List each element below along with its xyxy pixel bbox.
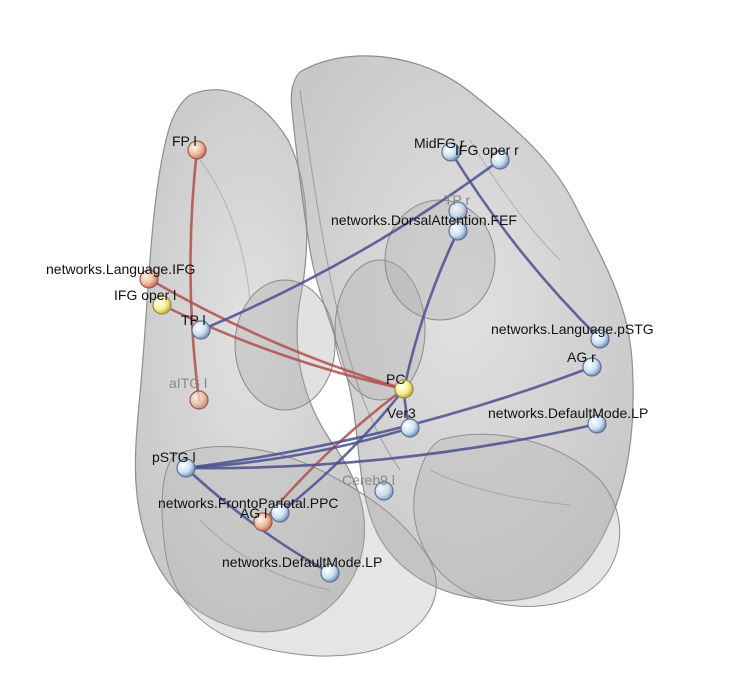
deep-structure-left — [234, 279, 336, 411]
node-sphere-dorsal_fef[interactable] — [448, 221, 468, 241]
node-label-ifg_oper_l: IFG oper l — [114, 287, 176, 303]
node-tp_r[interactable]: TP r — [444, 192, 471, 221]
node-label-ag_r: AG r — [567, 349, 596, 365]
node-fp_l[interactable]: FP l — [172, 133, 207, 160]
node-fp_ppc[interactable]: networks.FrontoParietal.PPC — [158, 495, 339, 523]
node-sphere-pc[interactable] — [394, 379, 414, 399]
node-label-tp_r: TP r — [444, 192, 471, 208]
node-dmn_lp_r[interactable]: networks.DefaultMode.LP — [488, 405, 648, 434]
connection-edge-lang_ifg-pc — [147, 277, 406, 391]
node-midfg_r[interactable]: MidFG r — [414, 135, 465, 162]
node-sphere-ifg_oper_r[interactable] — [490, 150, 510, 170]
sulcus-2 — [469, 139, 561, 261]
node-label-tp_l: TP l — [181, 312, 206, 328]
node-sphere-dmn_lp_r[interactable] — [587, 414, 607, 434]
node-sphere-ag_r[interactable] — [582, 357, 602, 377]
node-sphere-fp_ppc[interactable] — [270, 503, 290, 523]
node-lang_pstg[interactable]: networks.Language.pSTG — [491, 321, 654, 349]
node-label-dmn_lp_r: networks.DefaultMode.LP — [488, 405, 648, 421]
node-sphere-fp_l[interactable] — [187, 140, 207, 160]
connection-edge-ifg_oper_l-pc — [160, 303, 406, 391]
node-dmn_lp_l[interactable]: networks.DefaultMode.LP — [222, 554, 382, 583]
connection-edge-pstg_l-dmn_lp_r — [184, 422, 599, 470]
connection-edge-tp_l-ifg_oper_r — [199, 158, 502, 332]
node-ag_l[interactable]: AG l — [240, 505, 273, 532]
node-label-fp_l: FP l — [172, 133, 197, 149]
node-pc[interactable]: PC — [386, 371, 414, 399]
node-aitg_l[interactable]: aITG l — [169, 375, 209, 410]
connection-edge-dorsal_fef-pc — [402, 229, 460, 391]
node-label-dorsal_fef: networks.DorsalAttention.FEF — [331, 212, 517, 228]
node-ifg_oper_r[interactable]: IFG oper r — [455, 142, 519, 170]
node-sphere-cereb9_l[interactable] — [374, 481, 394, 501]
node-label-ifg_oper_r: IFG oper r — [455, 142, 519, 158]
connection-edge-fp_ppc-pc — [278, 387, 406, 515]
node-label-midfg_r: MidFG r — [414, 135, 465, 151]
deep-structure-center — [334, 259, 426, 401]
node-dorsal_fef[interactable]: networks.DorsalAttention.FEF — [331, 212, 517, 241]
sulcus-1 — [199, 159, 251, 301]
node-label-pstg_l: pSTG l — [152, 449, 196, 465]
node-ifg_oper_l[interactable]: IFG oper l — [114, 287, 176, 315]
node-sphere-lang_pstg[interactable] — [590, 329, 610, 349]
node-label-lang_pstg: networks.Language.pSTG — [491, 321, 654, 337]
node-label-dmn_lp_l: networks.DefaultMode.LP — [222, 554, 382, 570]
node-ag_r[interactable]: AG r — [567, 349, 602, 377]
lower-left-lobe-shape — [161, 446, 437, 657]
node-label-cereb9_l: Cereb9 l — [342, 472, 395, 488]
connection-edge-fp_l-aitg_l — [189, 148, 201, 402]
node-label-ag_l: AG l — [240, 505, 267, 521]
node-sphere-ifg_oper_l[interactable] — [152, 295, 172, 315]
node-tp_l[interactable]: TP l — [181, 312, 211, 340]
connection-edge-midfg_r-lang_pstg — [449, 150, 602, 341]
lower-right-lobe-shape — [413, 433, 621, 607]
node-sphere-midfg_r[interactable] — [441, 142, 461, 162]
node-pstg_l[interactable]: pSTG l — [152, 449, 196, 478]
connection-edge-pstg_l-ver3 — [184, 426, 412, 470]
node-label-aitg_l: aITG l — [169, 375, 207, 391]
node-label-ver3: Ver3 — [387, 405, 416, 421]
node-lang_ifg[interactable]: networks.Language.IFG — [46, 261, 195, 289]
node-label-pc: PC — [386, 371, 405, 387]
node-cereb9_l[interactable]: Cereb9 l — [342, 472, 395, 501]
node-sphere-lang_ifg[interactable] — [139, 269, 159, 289]
brain-surface — [134, 55, 634, 657]
node-sphere-dmn_lp_l[interactable] — [320, 563, 340, 583]
node-sphere-tp_r[interactable] — [448, 201, 468, 221]
sulcus-3 — [429, 469, 571, 506]
node-ver3[interactable]: Ver3 — [387, 405, 420, 438]
node-sphere-ag_l[interactable] — [253, 512, 273, 532]
node-sphere-tp_l[interactable] — [191, 320, 211, 340]
midline-fissure — [299, 89, 401, 471]
node-sphere-ver3[interactable] — [400, 418, 420, 438]
node-label-fp_ppc: networks.FrontoParietal.PPC — [158, 495, 339, 511]
node-sphere-aitg_l[interactable] — [189, 390, 209, 410]
right-hemisphere-shape — [290, 55, 634, 602]
connections-layer — [147, 148, 602, 575]
sulcus-4 — [199, 519, 331, 591]
connection-edge-pstg_l-ag_r — [184, 365, 594, 470]
node-label-lang_ifg: networks.Language.IFG — [46, 261, 195, 277]
node-sphere-pstg_l[interactable] — [176, 458, 196, 478]
